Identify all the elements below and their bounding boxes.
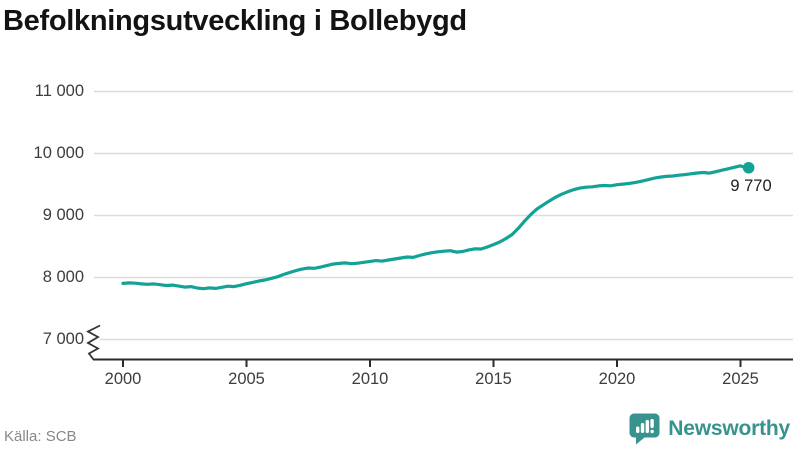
y-tick-label-7000: 7 000 (42, 330, 84, 348)
x-tick-label-2000: 2000 (104, 370, 142, 388)
y-tick-label-8000: 8 000 (42, 268, 84, 286)
y-tick-label-10000: 10 000 (33, 144, 84, 162)
latest-point-marker (742, 161, 755, 174)
newsworthy-chart-bubble-icon (629, 413, 660, 445)
x-tick-label-2020: 2020 (598, 370, 636, 388)
latest-value-label: 9 770 (730, 176, 772, 195)
y-tick-label-9000: 9 000 (42, 206, 84, 224)
x-tick-label-2005: 2005 (228, 370, 265, 388)
newsworthy-wordmark: Newsworthy (668, 417, 790, 440)
source-label: Källa: SCB (4, 428, 77, 445)
x-tick-label-2025: 2025 (722, 370, 759, 388)
x-tick-label-2010: 2010 (351, 370, 389, 388)
newsworthy-logo[interactable]: Newsworthy (628, 412, 790, 446)
plot-area (86, 90, 793, 367)
axis-break-zigzag-icon (86, 324, 101, 361)
chart-title: Befolkningsutveckling i Bollebygd (3, 5, 467, 37)
x-tick-label-2015: 2015 (475, 370, 512, 388)
population-line (121, 164, 751, 291)
y-tick-label-11000: 11 000 (34, 82, 84, 100)
